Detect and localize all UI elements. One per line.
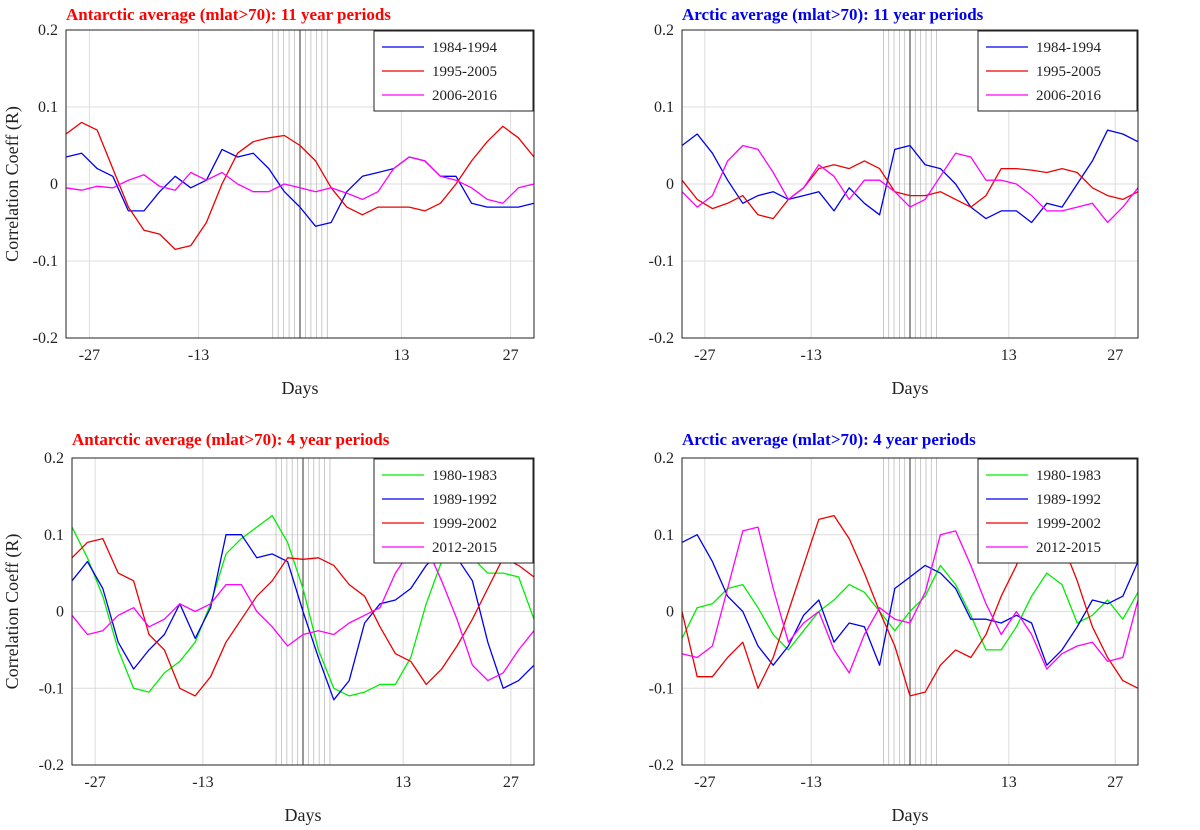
legend-label: 1980-1983 bbox=[1036, 468, 1101, 484]
series-line bbox=[65, 156, 535, 204]
x-tick-label: 27 bbox=[503, 774, 519, 791]
series-line bbox=[681, 160, 1139, 220]
legend-label: 2012-2015 bbox=[1036, 540, 1101, 556]
x-tick-label: -13 bbox=[188, 347, 209, 364]
y-tick-label: -0.1 bbox=[33, 253, 58, 270]
x-tick-label: 27 bbox=[1107, 774, 1123, 791]
legend-label: 1999-2002 bbox=[432, 516, 497, 532]
series-line bbox=[681, 564, 1139, 651]
chart-title: Antarctic average (mlat>70): 11 year per… bbox=[66, 5, 391, 24]
y-axis-label: Correlation Coeff (R) bbox=[2, 106, 23, 262]
y-tick-label: -0.1 bbox=[39, 680, 64, 697]
legend-label: 2006-2016 bbox=[432, 88, 497, 104]
y-axis-label: Correlation Coeff (R) bbox=[2, 534, 23, 690]
chart-title: Arctic average (mlat>70): 4 year periods bbox=[682, 430, 976, 449]
series-line bbox=[65, 121, 535, 251]
plot-area: -0.2 -0.1 0 0.1 0.2 -27 -13 13 27 Days Correlation… bbox=[2, 450, 535, 825]
y-tick-label: 0 bbox=[56, 604, 64, 621]
y-tick-label: 0.1 bbox=[38, 99, 58, 116]
axes-frame bbox=[681, 457, 1139, 766]
plot-area: -0.2 -0.1 0 0.1 0.2 -27 -13 13 27 Days 1984-1994 19… bbox=[649, 22, 1139, 398]
series-line bbox=[681, 534, 1139, 666]
chart-title: Arctic average (mlat>70): 11 year period… bbox=[682, 5, 984, 24]
x-tick-label: -27 bbox=[84, 774, 105, 791]
x-tick-label: 13 bbox=[1001, 774, 1017, 791]
y-tick-label: 0.2 bbox=[38, 22, 58, 39]
series-line bbox=[681, 526, 1139, 674]
y-tick-label: -0.1 bbox=[649, 253, 674, 270]
series-line bbox=[681, 129, 1139, 224]
x-axis-label: Days bbox=[282, 378, 319, 398]
x-tick-label: 13 bbox=[1001, 347, 1017, 364]
y-tick-label: 0 bbox=[50, 176, 58, 193]
y-tick-label: 0 bbox=[666, 176, 674, 193]
chart-arctic-11yr: Arctic average (mlat>70): 11 year period… bbox=[600, 0, 1200, 415]
legend-label: 1989-1992 bbox=[1036, 492, 1101, 508]
series-line bbox=[65, 148, 535, 227]
series-line bbox=[71, 537, 535, 697]
y-tick-label: 0.1 bbox=[654, 99, 674, 116]
series-line bbox=[681, 144, 1139, 224]
x-tick-label: -13 bbox=[801, 347, 822, 364]
y-tick-label: 0.2 bbox=[654, 450, 674, 467]
legend-label: 1984-1994 bbox=[1036, 40, 1101, 56]
x-tick-label: 13 bbox=[393, 347, 409, 364]
series-line bbox=[71, 545, 535, 682]
x-tick-label: -27 bbox=[79, 347, 100, 364]
legend-box bbox=[977, 458, 1138, 564]
legend-label: 1995-2005 bbox=[1036, 64, 1101, 80]
legend-label: 1989-1992 bbox=[432, 492, 497, 508]
y-tick-label: 0.2 bbox=[654, 22, 674, 39]
y-tick-label: -0.2 bbox=[33, 330, 58, 347]
x-tick-label: -27 bbox=[694, 347, 715, 364]
y-tick-label: -0.1 bbox=[649, 680, 674, 697]
axes-frame bbox=[71, 457, 535, 766]
y-tick-label: 0.2 bbox=[44, 450, 64, 467]
x-tick-label: -13 bbox=[801, 774, 822, 791]
x-axis-label: Days bbox=[892, 378, 929, 398]
y-tick-label: 0.1 bbox=[44, 527, 64, 544]
chart-arctic-4yr: Arctic average (mlat>70): 4 year periods… bbox=[600, 415, 1200, 830]
y-tick-label: -0.2 bbox=[39, 757, 64, 774]
x-axis-label: Days bbox=[285, 805, 322, 825]
legend-box bbox=[373, 458, 534, 564]
y-tick-label: -0.2 bbox=[649, 757, 674, 774]
axes-frame bbox=[65, 29, 535, 339]
legend-label: 2012-2015 bbox=[432, 540, 497, 556]
x-tick-label: -13 bbox=[192, 774, 213, 791]
chart-antarctic-11yr: Antarctic average (mlat>70): 11 year per… bbox=[0, 0, 600, 415]
legend-label: 2006-2016 bbox=[1036, 88, 1101, 104]
plot-area: -0.2 -0.1 0 0.1 0.2 -27 -13 13 27 Days 1980-1983 19… bbox=[649, 450, 1139, 825]
x-tick-label: 27 bbox=[503, 347, 519, 364]
y-tick-label: -0.2 bbox=[649, 330, 674, 347]
axes-frame bbox=[681, 29, 1139, 339]
chart-title: Antarctic average (mlat>70): 4 year peri… bbox=[72, 430, 390, 449]
x-tick-label: -27 bbox=[694, 774, 715, 791]
x-tick-label: 13 bbox=[395, 774, 411, 791]
legend-label: 1999-2002 bbox=[1036, 516, 1101, 532]
x-tick-label: 27 bbox=[1107, 347, 1123, 364]
legend-label: 1984-1994 bbox=[432, 40, 497, 56]
chart-antarctic-4yr: Antarctic average (mlat>70): 4 year peri… bbox=[0, 415, 600, 830]
x-axis-label: Days bbox=[892, 805, 929, 825]
legend-label: 1980-1983 bbox=[432, 468, 497, 484]
y-tick-label: 0 bbox=[666, 604, 674, 621]
legend-label: 1995-2005 bbox=[432, 64, 497, 80]
plot-area: -0.2 -0.1 0 0.1 0.2 -27 -13 13 27 Days Correlation… bbox=[2, 22, 535, 398]
y-tick-label: 0.1 bbox=[654, 527, 674, 544]
